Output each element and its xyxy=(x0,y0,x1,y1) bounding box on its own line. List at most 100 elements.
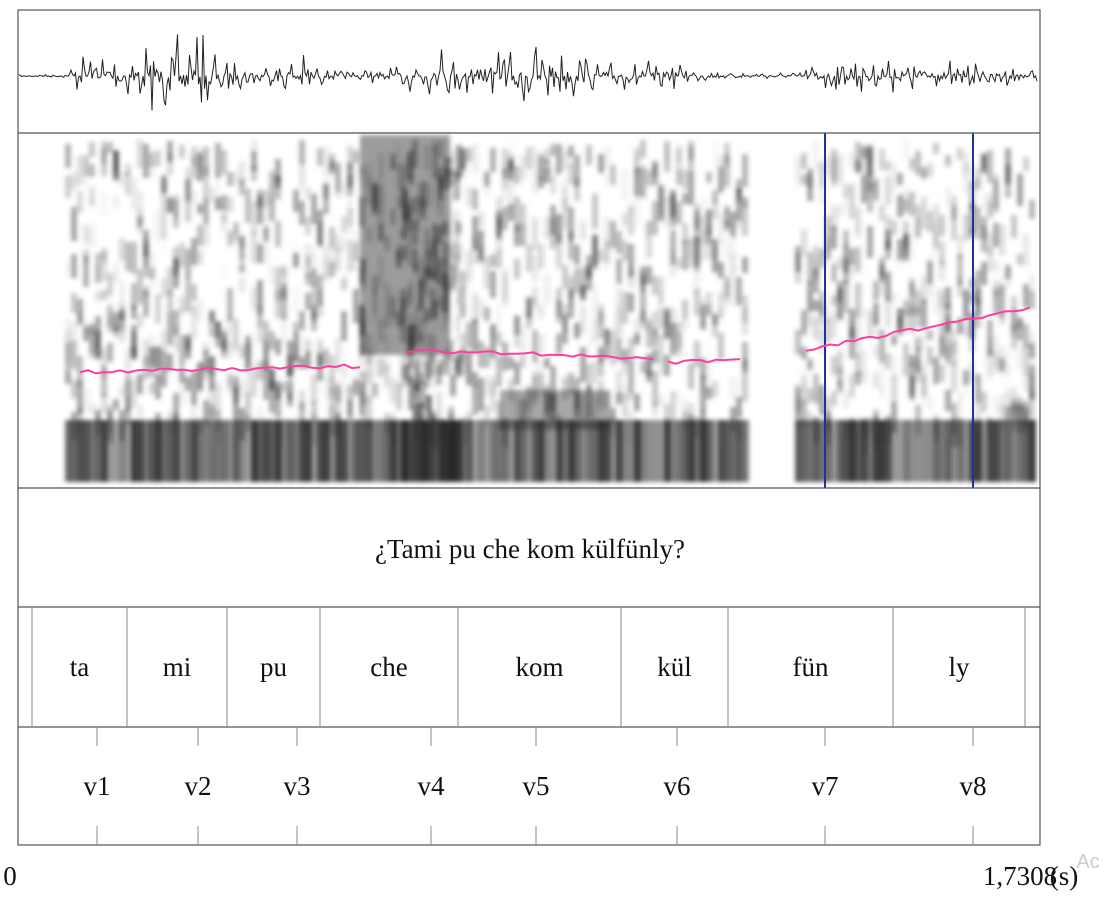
energy-cell xyxy=(867,145,873,165)
energy-cell xyxy=(957,148,963,160)
energy-cell xyxy=(167,267,173,295)
energy-cell xyxy=(837,287,843,321)
energy-cell xyxy=(251,366,257,396)
energy-cell xyxy=(179,368,185,383)
energy-cell xyxy=(700,375,706,392)
energy-cell xyxy=(251,232,257,263)
energy-cell xyxy=(269,331,275,350)
energy-band xyxy=(556,420,563,482)
energy-cell xyxy=(999,225,1005,255)
spectrogram xyxy=(65,135,1036,482)
energy-cell xyxy=(927,395,933,409)
energy-cell xyxy=(77,353,83,377)
energy-cell xyxy=(712,200,718,219)
energy-cell xyxy=(843,312,849,324)
energy-cell xyxy=(592,194,598,229)
energy-band xyxy=(1029,420,1036,482)
energy-band xyxy=(484,420,491,482)
energy-cell xyxy=(239,408,245,440)
energy-cell xyxy=(360,392,366,426)
energy-cell xyxy=(622,292,628,324)
energy-cell xyxy=(478,341,484,368)
energy-cell xyxy=(520,326,526,358)
energy-band xyxy=(915,420,922,482)
energy-cell xyxy=(670,196,676,222)
energy-band xyxy=(592,420,599,482)
energy-cell xyxy=(819,162,825,187)
axis-unit: (s) xyxy=(1050,861,1079,891)
energy-cell xyxy=(460,417,466,445)
energy-cell xyxy=(329,227,335,248)
energy-cell xyxy=(724,241,730,259)
energy-cell xyxy=(305,244,311,266)
energy-cell xyxy=(915,151,921,175)
energy-band xyxy=(795,420,802,482)
energy-cell xyxy=(634,268,640,285)
energy-cell xyxy=(843,230,849,245)
energy-cell xyxy=(742,342,748,372)
energy-cell xyxy=(580,266,586,301)
energy-cell xyxy=(448,407,454,418)
energy-cell xyxy=(191,190,197,205)
energy-cell xyxy=(514,259,520,279)
energy-cell xyxy=(795,398,801,425)
energy-cell xyxy=(400,355,406,388)
energy-band xyxy=(903,420,910,482)
energy-band xyxy=(574,420,581,482)
energy-cell xyxy=(1029,291,1035,309)
energy-band xyxy=(353,420,360,482)
energy-cell xyxy=(233,379,239,393)
energy-band xyxy=(263,420,270,482)
energy-cell xyxy=(867,418,873,435)
energy-cell xyxy=(1005,406,1011,422)
energy-band xyxy=(239,420,246,482)
syllable-label: fün xyxy=(793,652,829,682)
energy-cell xyxy=(269,381,275,414)
energy-cell xyxy=(730,231,736,251)
energy-cell xyxy=(658,303,664,314)
energy-cell xyxy=(712,381,718,397)
energy-cell xyxy=(119,410,125,441)
energy-band xyxy=(664,420,671,482)
energy-cell xyxy=(849,328,855,359)
energy-cell xyxy=(197,148,203,173)
energy-cell xyxy=(987,349,993,378)
energy-cell xyxy=(819,385,825,415)
energy-band xyxy=(83,420,90,482)
syllable-label: ta xyxy=(70,652,90,682)
energy-cell xyxy=(472,216,478,250)
energy-cell xyxy=(682,300,688,329)
energy-cell xyxy=(825,155,831,176)
energy-cell xyxy=(311,375,317,404)
energy-cell xyxy=(191,305,197,315)
energy-cell xyxy=(191,238,197,265)
energy-cell xyxy=(305,293,311,310)
energy-cell xyxy=(550,217,556,249)
energy-cell xyxy=(149,382,155,394)
energy-cell xyxy=(634,168,640,196)
energy-cell xyxy=(275,221,281,247)
energy-cell xyxy=(927,282,933,296)
energy-cell xyxy=(849,418,855,431)
energy-band xyxy=(293,420,300,482)
energy-cell xyxy=(562,150,568,170)
energy-band xyxy=(921,420,928,482)
energy-band xyxy=(281,420,288,482)
energy-cell xyxy=(155,294,161,324)
energy-cell xyxy=(819,328,825,352)
energy-cell xyxy=(724,221,730,231)
energy-cell xyxy=(460,271,466,301)
energy-cell xyxy=(562,197,568,230)
energy-cell xyxy=(390,379,396,403)
energy-cell xyxy=(861,147,867,158)
energy-cell xyxy=(718,262,724,278)
energy-cell xyxy=(520,355,526,368)
energy-cell xyxy=(450,257,456,292)
energy-cell xyxy=(269,200,275,221)
energy-cell xyxy=(341,311,347,341)
energy-cell xyxy=(287,368,293,379)
energy-cell xyxy=(257,196,263,224)
energy-cell xyxy=(1029,374,1035,400)
energy-cell xyxy=(179,243,185,267)
energy-cell xyxy=(945,331,951,360)
